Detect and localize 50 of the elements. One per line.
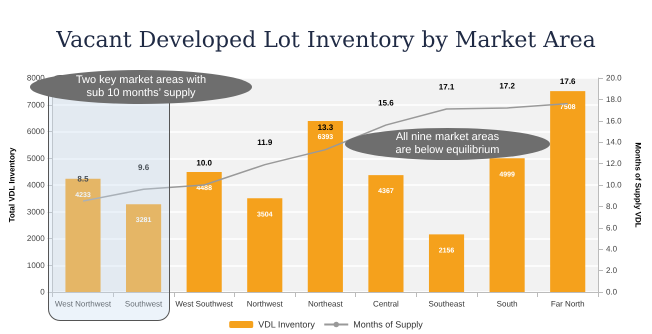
bar: [126, 204, 162, 292]
x-tick-label: Far North: [550, 300, 585, 308]
y-tick-label: 3000: [26, 207, 46, 216]
y-axis-title: Total VDL Inventory: [8, 147, 16, 222]
bar: [368, 175, 404, 292]
y2-tick-label: 20.0: [606, 74, 622, 82]
x-tick-label: Southwest: [124, 300, 164, 308]
data-label: 17.1: [438, 82, 455, 92]
y2-tick-label: 12.0: [606, 159, 622, 168]
bar: [490, 158, 525, 292]
data-label: 17.6: [560, 77, 576, 86]
data-label: 10.0: [196, 158, 212, 168]
x-tick-label: West Southwest: [175, 300, 234, 308]
data-label: 15.6: [378, 98, 394, 108]
y2-tick-label: 0.0: [606, 288, 618, 296]
x-tick-label: South: [496, 300, 518, 308]
y2-tick-label: 16.0: [606, 116, 622, 126]
y-tick-label: 2000: [26, 234, 46, 243]
data-label: 13.3: [318, 123, 334, 132]
bar: [247, 198, 282, 292]
bar: [308, 120, 343, 292]
x-tick-label: Southeast: [428, 300, 466, 308]
x-tick-label: Northwest: [246, 300, 284, 308]
y2-tick-label: 4.0: [606, 244, 618, 254]
y2-tick-label: 2.0: [606, 266, 618, 276]
y2-tick-label: 6.0: [606, 223, 618, 232]
y2-tick-label: 8.0: [606, 202, 618, 211]
data-label: 17.2: [499, 81, 516, 90]
y-tick-label: 4000: [26, 180, 46, 190]
y2-tick-label: 14.0: [606, 138, 622, 147]
y-tick-label: 0: [40, 288, 46, 296]
y-tick-label: 1000: [26, 260, 46, 270]
chart-title: Vacant Developed Lot Inventory by Market Area: [55, 28, 597, 53]
annotation: Two key market areas with sub 10 months’ supply: [76, 74, 206, 99]
legend-label: VDL Inventory: [258, 320, 316, 330]
bar: [186, 172, 222, 292]
y2-tick-label: 18.0: [606, 94, 622, 104]
bar: [550, 91, 586, 292]
bar: [428, 234, 464, 292]
x-tick-label: West Northwest: [54, 300, 112, 308]
data-label: 9.6: [138, 162, 150, 172]
y2-axis-title: Months of Supply VDL: [634, 142, 642, 228]
x-tick-label: Central: [373, 300, 400, 308]
x-tick-label: Northeast: [308, 300, 344, 308]
data-label: 11.9: [257, 138, 273, 148]
legend-label: Months of Supply: [353, 320, 424, 330]
y-tick-label: 7000: [26, 100, 46, 110]
y-tick-label: 6000: [26, 127, 46, 136]
y2-tick-label: 10.0: [606, 180, 622, 190]
y-tick-label: 5000: [26, 154, 46, 163]
